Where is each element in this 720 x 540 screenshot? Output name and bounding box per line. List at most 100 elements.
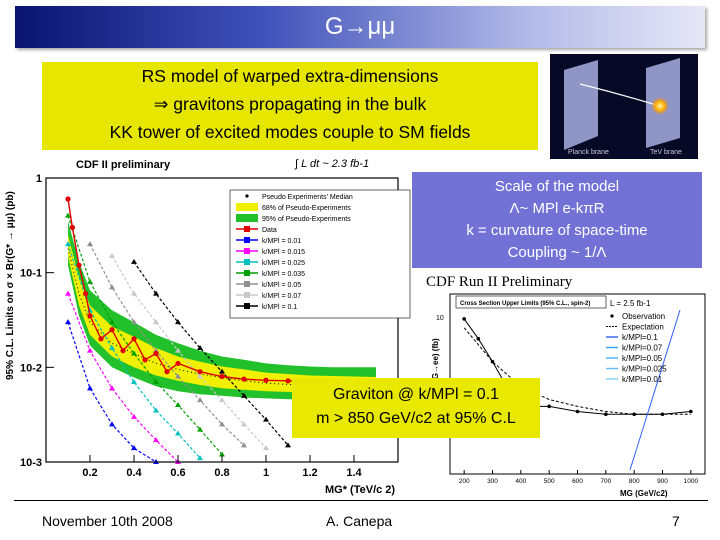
x-tick-label: 0.6 bbox=[170, 467, 185, 479]
legend-swatch bbox=[236, 203, 258, 211]
data-point bbox=[219, 373, 225, 380]
legend-label: k/MPl = 0.035 bbox=[262, 271, 305, 278]
chart2-observation-point bbox=[490, 359, 495, 364]
legend-label: k/MPl = 0.015 bbox=[262, 249, 305, 256]
chart2-y-axis-label: σ·(G→ee) (fb) bbox=[431, 338, 440, 390]
graviton-glow bbox=[651, 97, 669, 115]
chart2-legend-label: Observation bbox=[622, 312, 665, 321]
y-tick-label: 1 bbox=[36, 173, 42, 185]
brane-illustration: Planck brane TeV brane bbox=[564, 58, 682, 156]
x-tick-label: 0.8 bbox=[214, 467, 229, 479]
theory-point bbox=[153, 319, 159, 325]
chart2-x-tick-label: 600 bbox=[572, 478, 583, 485]
chart2-observation-point bbox=[660, 412, 665, 417]
theory-point bbox=[109, 319, 115, 325]
tev-brane-label: TeV brane bbox=[650, 149, 682, 156]
scale-line-2: Λ~ MPl e-kπR bbox=[509, 200, 605, 217]
theory-point bbox=[131, 413, 137, 419]
title-bar: G→μμ bbox=[15, 6, 705, 48]
axis-ticks: 0.2 0.4 0.6 0.8 1 1.2 1.4 1 10-1 10-2 10-3 bbox=[20, 173, 363, 479]
theory-curves bbox=[65, 212, 291, 464]
theory-point bbox=[65, 290, 71, 296]
chart2-observation-point bbox=[604, 412, 608, 417]
theory-curve-6 bbox=[109, 252, 269, 451]
theory-point bbox=[219, 421, 225, 427]
chart2-observation-point bbox=[547, 404, 551, 409]
chart-title: CDF II preliminary bbox=[76, 159, 171, 171]
y-tick-label: 10-3 bbox=[20, 457, 42, 469]
legend-box bbox=[229, 189, 411, 319]
chart2-observation-point bbox=[476, 336, 481, 341]
chart2-x-axis-label: MG (GeV/c2) bbox=[620, 489, 668, 498]
theory-point bbox=[87, 241, 93, 247]
theory-point bbox=[263, 416, 269, 422]
chart2-x-tick-label: 300 bbox=[487, 478, 498, 485]
y-axis-label: 95% C.L. Limits on σ × Br(G* → μμ) (pb) bbox=[5, 191, 16, 380]
theory-curve-3 bbox=[65, 241, 203, 461]
intro-line-2: ⇒ gravitons propagating in the bulk bbox=[153, 94, 427, 114]
chart2-observation-point bbox=[462, 317, 466, 321]
legend-label: k/MPl = 0.07 bbox=[262, 293, 301, 300]
theory-point bbox=[197, 345, 203, 351]
theory-point bbox=[131, 445, 137, 451]
theory-curve-line bbox=[89, 243, 245, 446]
data-point bbox=[197, 369, 203, 375]
theory-point bbox=[87, 385, 93, 391]
theory-curve-4 bbox=[65, 212, 225, 457]
footer-author: A. Canepa bbox=[326, 513, 393, 529]
legend-marker bbox=[244, 270, 250, 276]
legend-marker bbox=[244, 226, 250, 232]
chart2-legend-label: k/MPl=0.1 bbox=[622, 333, 658, 342]
intro-box: RS model of warped extra-dimensions ⇒ gr… bbox=[42, 62, 538, 150]
theory-curve-line bbox=[111, 255, 267, 449]
theory-curve-7 bbox=[131, 258, 291, 448]
chart2-x-tick-label: 400 bbox=[515, 478, 526, 485]
chart2-x-tick-label: 500 bbox=[544, 478, 555, 485]
brane-figure: Planck brane TeV brane bbox=[550, 54, 698, 159]
slide-title: G→μμ bbox=[324, 13, 396, 40]
chart2-luminosity: L = 2.5 fb-1 bbox=[610, 299, 651, 308]
theory-point bbox=[175, 402, 181, 408]
legend-marker bbox=[244, 237, 250, 243]
x-tick-label: 1.2 bbox=[302, 467, 317, 479]
legend-label: k/MPl = 0.025 bbox=[262, 260, 305, 267]
theory-curve-1 bbox=[65, 319, 159, 464]
chart2-legend-title-box bbox=[455, 295, 607, 309]
theory-point bbox=[109, 252, 115, 258]
theory-point bbox=[197, 455, 203, 461]
theory-point bbox=[109, 421, 115, 427]
theory-point bbox=[153, 407, 159, 413]
theory-point bbox=[175, 319, 181, 325]
graviton-result-box: Graviton @ k/MPl = 0.1 m > 850 GeV/c2 at… bbox=[292, 378, 540, 438]
chart2-title: CDF Run II Preliminary bbox=[426, 274, 573, 290]
theory-point bbox=[65, 241, 71, 247]
theory-curve-line bbox=[133, 261, 289, 446]
legend-label: k/MPl = 0.1 bbox=[262, 304, 297, 311]
graviton-line-1: Graviton @ k/MPl = 0.1 bbox=[332, 386, 500, 403]
chart2-legend-label: k/MPl=0.07 bbox=[622, 344, 663, 353]
theory-point bbox=[197, 426, 203, 432]
data-point bbox=[98, 336, 104, 342]
chart2-x-tick-label: 900 bbox=[657, 478, 668, 485]
data-point bbox=[69, 224, 75, 231]
data-point bbox=[109, 327, 115, 333]
chart2-legend-swatch bbox=[610, 314, 614, 318]
theory-point bbox=[109, 284, 115, 290]
theory-point bbox=[241, 421, 247, 427]
chart2-x-tick-label: 200 bbox=[459, 478, 470, 485]
theory-point bbox=[175, 430, 181, 436]
data-point bbox=[285, 378, 291, 384]
theory-point bbox=[197, 373, 203, 379]
theory-curve-line bbox=[67, 215, 223, 455]
chart2-observation-point bbox=[632, 412, 636, 417]
scale-line-4: Coupling ~ 1/Λ bbox=[507, 244, 607, 261]
footer-divider bbox=[14, 500, 708, 501]
chart-legend: Pseudo Experiments' Median 68% of Pseudo-… bbox=[229, 189, 411, 319]
chart2-legend-label: k/MPl=0.05 bbox=[622, 354, 663, 363]
ee-limit-chart: CDF Run II Preliminary Cross Section Upp… bbox=[426, 274, 706, 498]
theory-curve-line bbox=[67, 293, 179, 463]
theory-curve-5 bbox=[87, 241, 247, 448]
chart2-legend-label: k/MPl=0.025 bbox=[622, 365, 667, 374]
legend-label: 68% of Pseudo-Experiments bbox=[262, 205, 351, 212]
